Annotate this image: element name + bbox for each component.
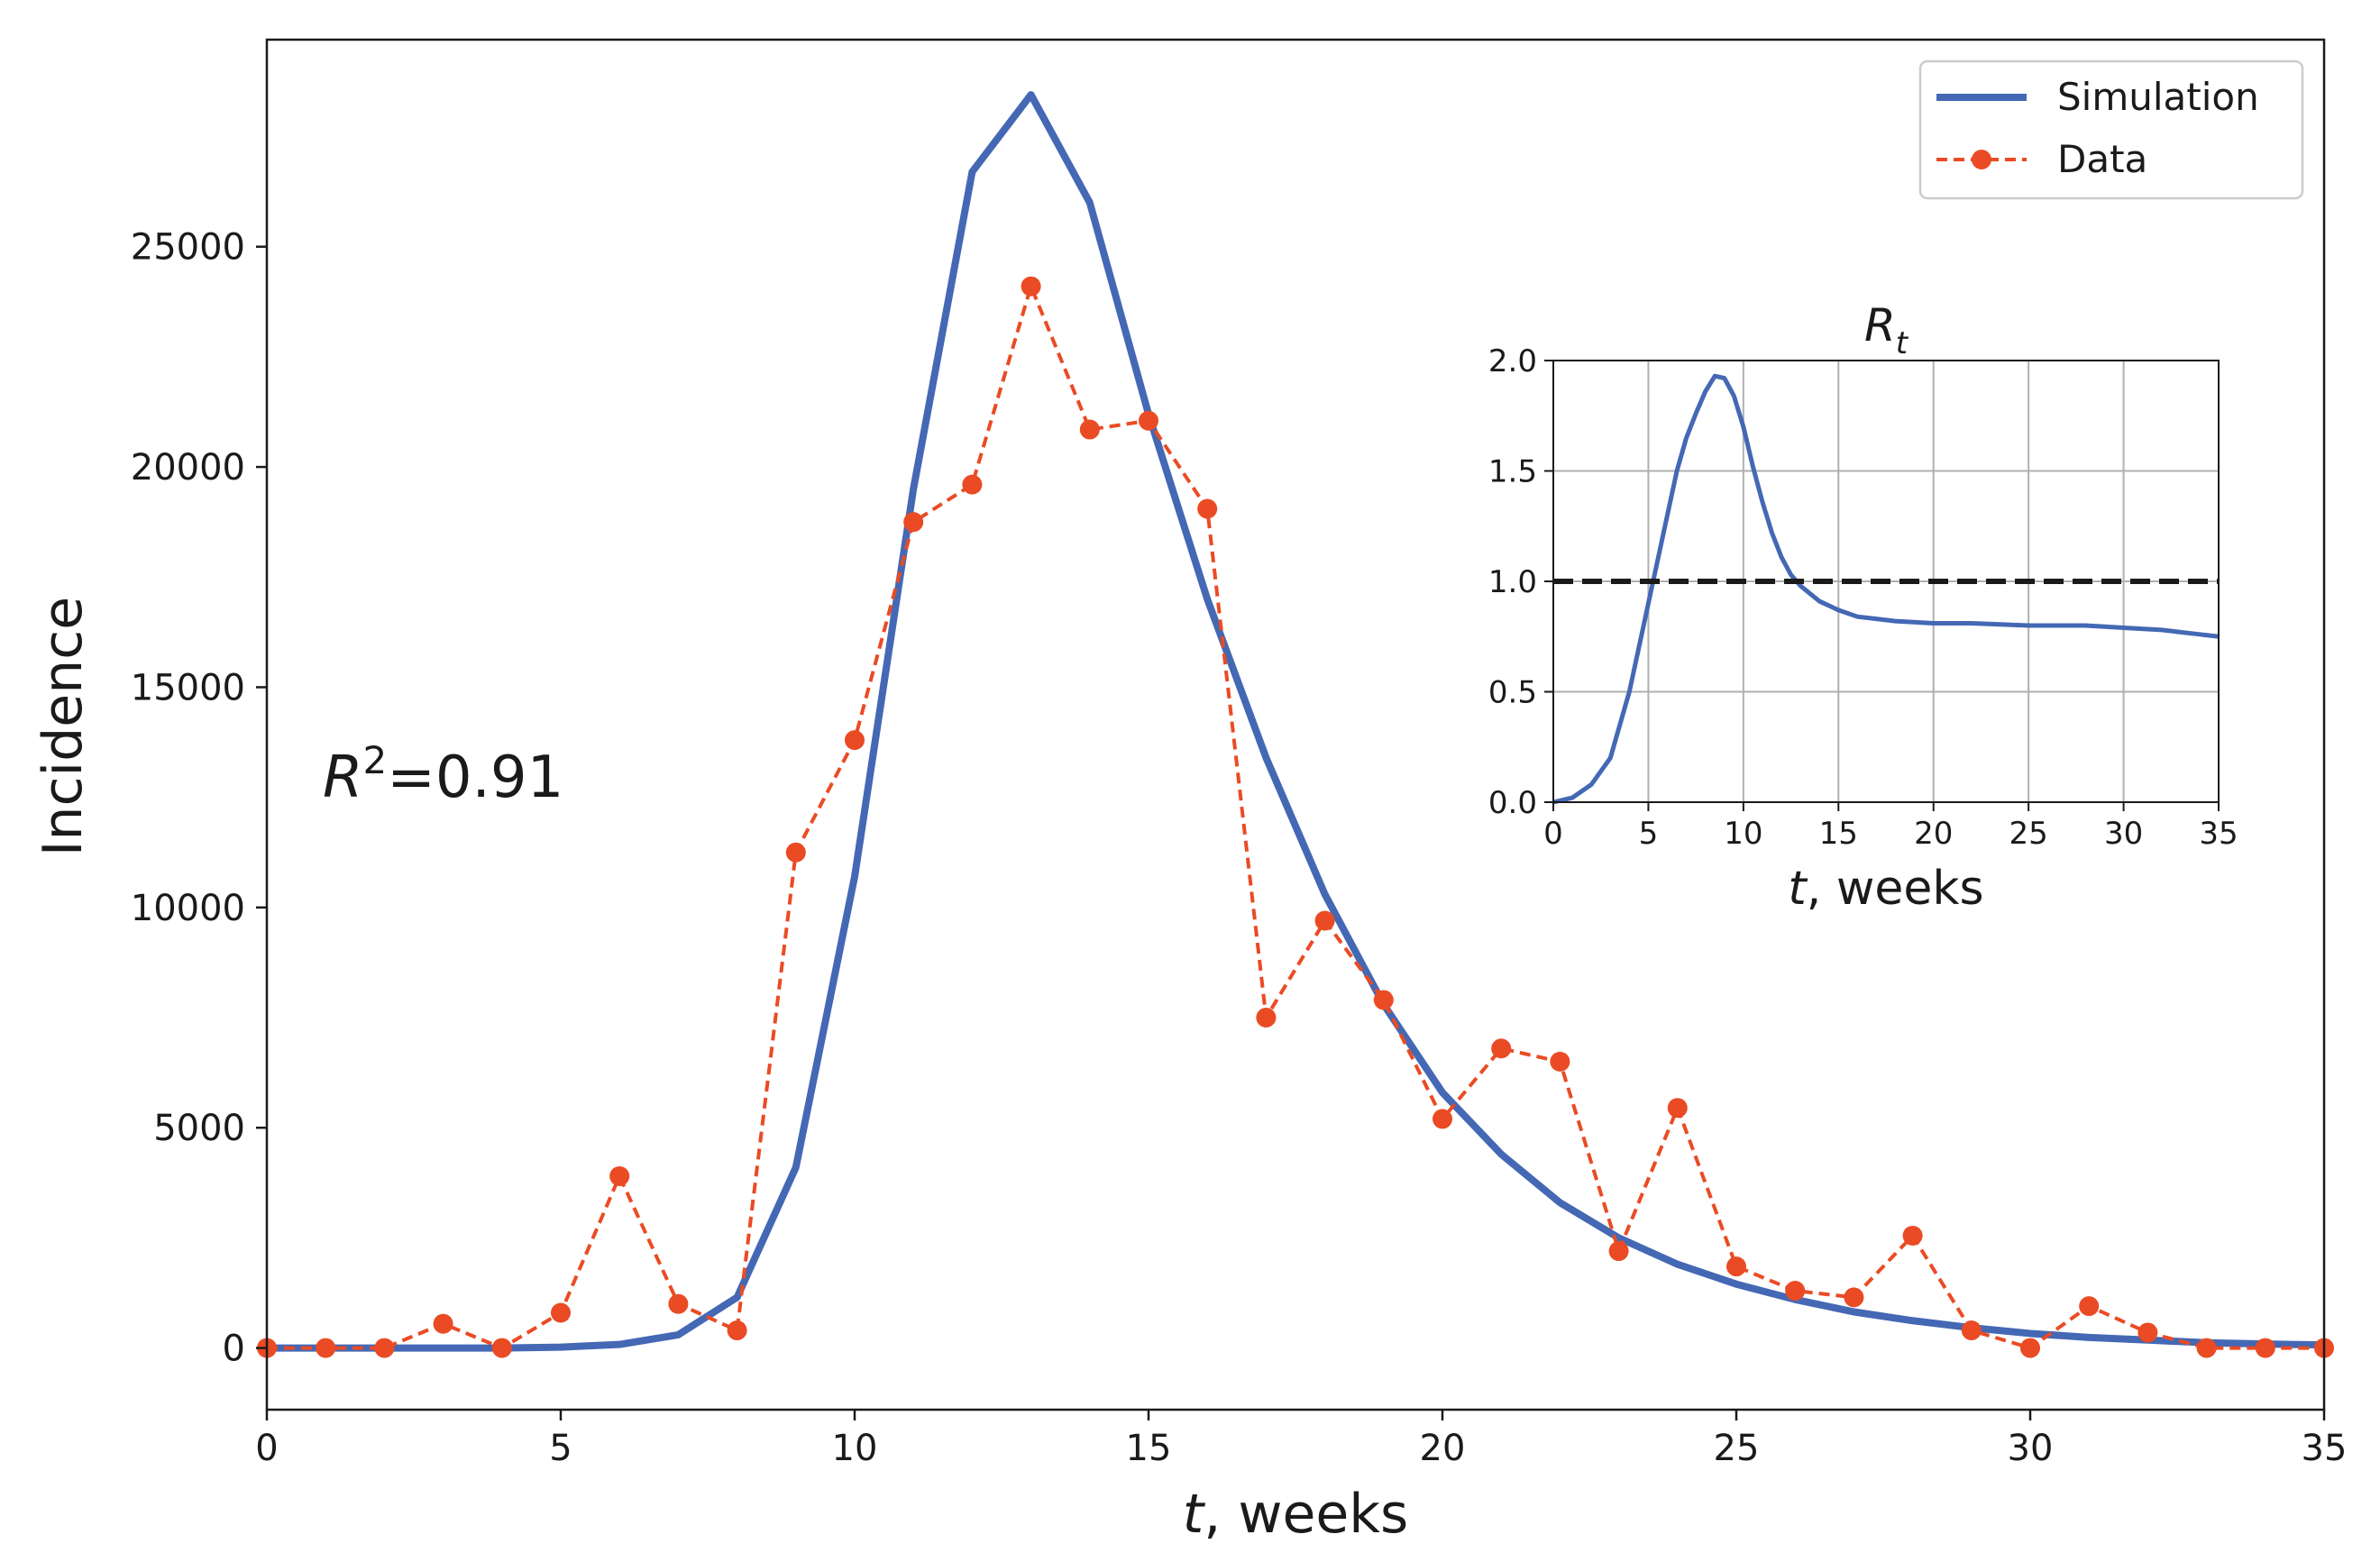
- main-x-axis-label-unit: , weeks: [1204, 1483, 1408, 1546]
- inset-x-tick-label: 35: [2199, 816, 2238, 852]
- inset-x-tick-label: 30: [2104, 816, 2143, 852]
- data-point: [1785, 1281, 1806, 1302]
- inset-x-tick-label: 15: [1819, 816, 1858, 852]
- main-y-axis-ticks: 0 5000 10000 15000 20000 25000: [131, 227, 267, 1370]
- main-x-tick-label: 15: [1126, 1428, 1172, 1469]
- main-y-tick-label: 10000: [131, 888, 245, 929]
- data-point: [1844, 1287, 1864, 1308]
- data-point: [668, 1293, 689, 1314]
- main-x-axis-label: t, weeks: [1183, 1483, 1409, 1546]
- main-x-tick-label: 0: [255, 1428, 278, 1469]
- r-squared-exponent: 2: [362, 738, 387, 782]
- main-y-tick-label: 25000: [131, 227, 245, 269]
- r-squared-value: =0.91: [387, 744, 563, 811]
- inset-x-tick-label: 25: [2009, 816, 2048, 852]
- inset-x-axis-label-unit: , weeks: [1807, 862, 1984, 916]
- inset-y-axis-ticks: 0.0 0.5 1.0 1.5 2.0: [1488, 343, 1553, 821]
- inset-x-tick-label: 10: [1724, 816, 1762, 852]
- inset-y-tick-label: 1.0: [1488, 564, 1537, 600]
- legend-simulation-label: Simulation: [2057, 75, 2259, 119]
- data-point: [1139, 410, 1158, 431]
- data-point: [903, 512, 924, 533]
- data-point: [2196, 1338, 2217, 1358]
- data-point: [1197, 498, 1218, 519]
- inset-x-tick-label: 0: [1543, 816, 1563, 852]
- main-y-tick-label: 5000: [153, 1108, 245, 1149]
- main-x-tick-label: 10: [832, 1428, 878, 1469]
- inset-y-tick-label: 0.5: [1488, 675, 1537, 711]
- inset-x-tick-label: 20: [1914, 816, 1953, 852]
- main-y-axis-label: Incidence: [32, 597, 95, 856]
- data-point: [785, 842, 806, 863]
- inset-x-tick-label: 5: [1639, 816, 1659, 852]
- data-point: [1491, 1038, 1512, 1059]
- legend-data-label: Data: [2057, 137, 2147, 181]
- rt-curve: [1552, 373, 2220, 805]
- data-point: [1550, 1051, 1570, 1072]
- data-point: [962, 474, 983, 495]
- simulation-line: [267, 91, 2325, 1352]
- data-point: [1079, 419, 1100, 440]
- data-point: [316, 1338, 336, 1358]
- r-squared-base: R: [323, 744, 362, 811]
- main-x-tick-label: 35: [2302, 1428, 2348, 1469]
- main-x-axis-ticks: 0 5 10 15 20 25 30 35: [255, 1410, 2347, 1469]
- inset-x-axis-label-var: t: [1788, 862, 1808, 916]
- data-point: [551, 1302, 571, 1323]
- main-x-tick-label: 25: [1714, 1428, 1760, 1469]
- main-y-tick-label: 0: [223, 1329, 245, 1370]
- data-point: [1667, 1098, 1688, 1119]
- data-point: [845, 730, 865, 751]
- data-point: [433, 1313, 453, 1334]
- inset-series-layer: [1552, 373, 2220, 805]
- data-point: [374, 1338, 395, 1358]
- data-point: [1373, 990, 1394, 1010]
- data-point: [1256, 1008, 1277, 1028]
- main-x-axis-label-var: t: [1183, 1483, 1206, 1546]
- main-plot: 0 5 10 15 20 25 30 35 0500010000150002000025000…: [32, 38, 2347, 1546]
- data-line: [267, 280, 2324, 1350]
- inset-y-tick-label: 1.5: [1488, 454, 1537, 490]
- data-point: [2137, 1322, 2158, 1343]
- data-point: [1433, 1109, 1452, 1129]
- data-point: [1726, 1256, 1746, 1277]
- legend-data-marker: [1972, 150, 1991, 169]
- data-point: [2079, 1296, 2100, 1317]
- legend: Simulation Data: [1918, 59, 2304, 200]
- main-y-tick-label: 20000: [131, 447, 245, 489]
- main-y-tick-label: 15000: [131, 667, 245, 708]
- data-point: [1608, 1241, 1629, 1262]
- inset-title: Rt: [1864, 299, 1909, 361]
- main-x-tick-label: 5: [549, 1428, 572, 1469]
- inset-title-subscript: t: [1896, 325, 1909, 361]
- inset-x-axis-label: t, weeks: [1788, 862, 1983, 916]
- inset-x-axis-ticks: 0 5 10 15 20 25 30 35: [1543, 802, 2238, 852]
- inset-y-tick-label: 0.0: [1488, 785, 1537, 821]
- main-x-tick-label: 20: [1420, 1428, 1466, 1469]
- data-point: [2020, 1338, 2040, 1358]
- data-point: [491, 1338, 512, 1358]
- data-point: [1902, 1225, 1923, 1246]
- data-point: [2255, 1338, 2275, 1358]
- data-point: [727, 1320, 747, 1341]
- data-point: [1314, 910, 1335, 931]
- r-squared-annotation: R2=0.91: [323, 738, 563, 811]
- data-point: [1021, 276, 1041, 297]
- inset-title-base: R: [1864, 299, 1896, 352]
- data-point: [1961, 1320, 1982, 1341]
- data-point: [609, 1165, 630, 1186]
- inset-plot: 0 5 10 15 20 25 30 35 0.00.51.01.52.0 Rt t, wee…: [1488, 299, 2238, 916]
- main-x-tick-label: 30: [2008, 1428, 2054, 1469]
- main-series-layer: [257, 91, 2334, 1358]
- main-plot-frame: [265, 38, 2326, 1411]
- inset-y-tick-label: 2.0: [1488, 343, 1537, 379]
